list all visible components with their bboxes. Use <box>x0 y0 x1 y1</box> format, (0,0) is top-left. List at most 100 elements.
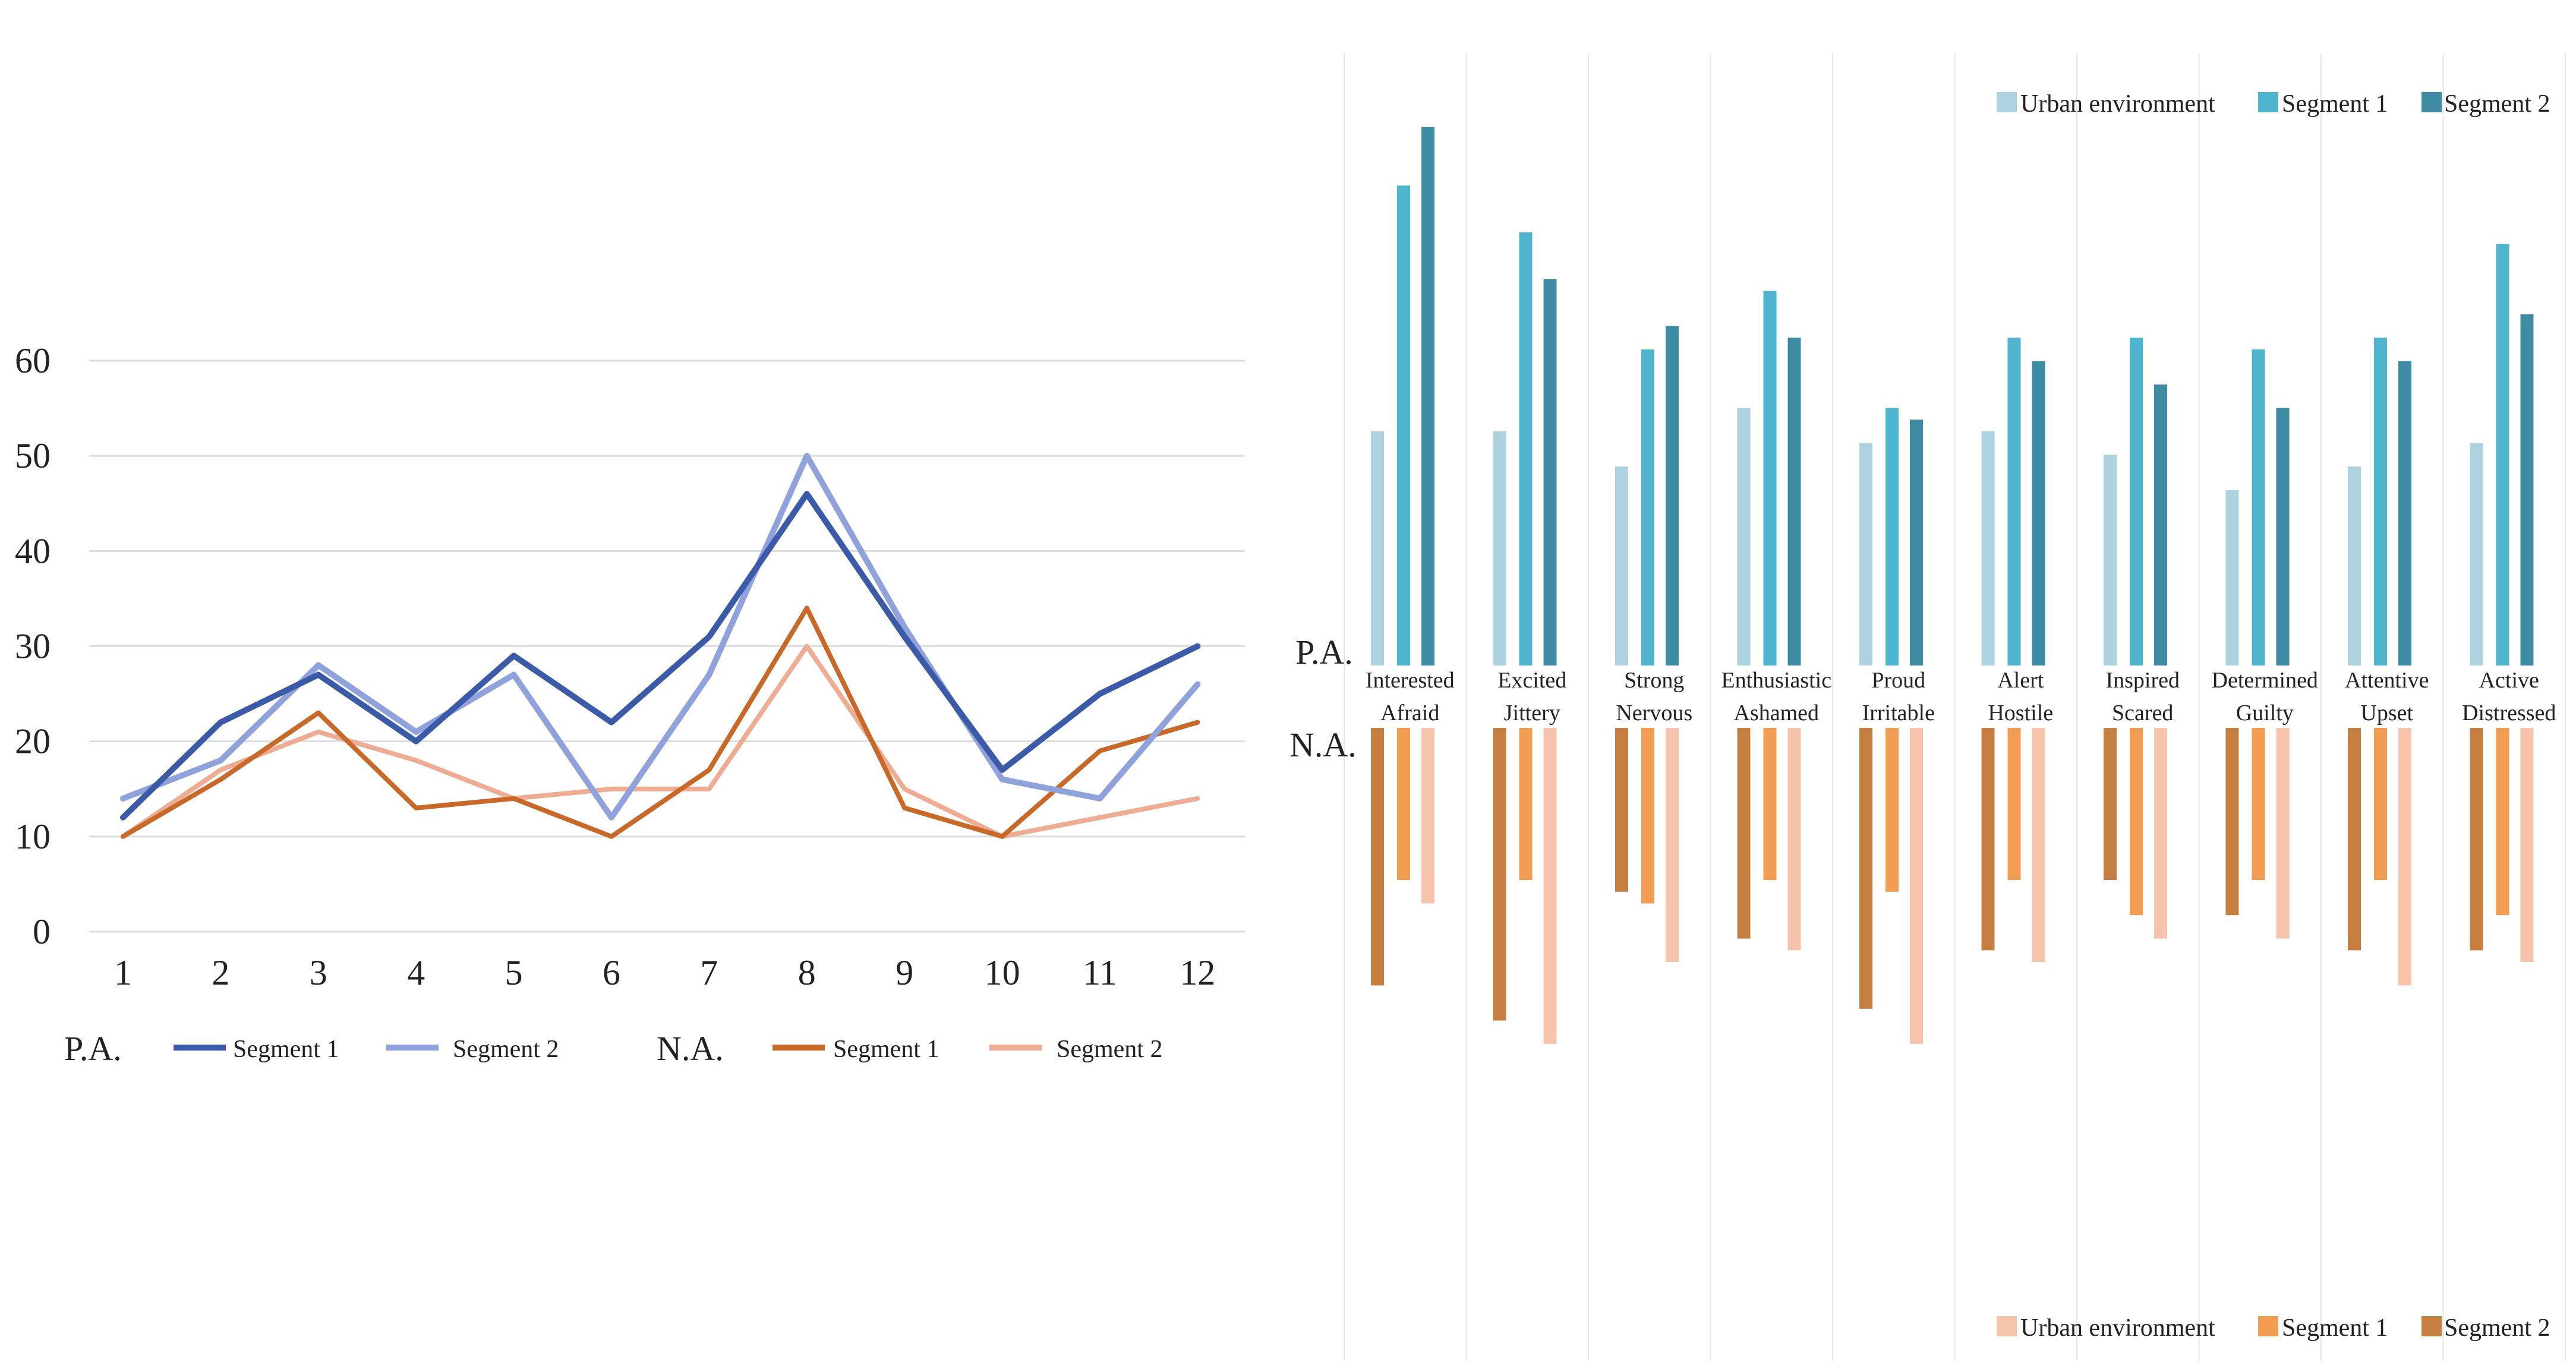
na-bar <box>2252 728 2265 881</box>
na-bar <box>2470 728 2483 951</box>
na-category-label: Jittery <box>1504 701 1560 726</box>
line-y-tick-label: 40 <box>15 531 51 570</box>
pa-legend-seg1-label: Segment 1 <box>2282 90 2388 118</box>
pa-legend-seg2-label: Segment 2 <box>2444 90 2550 118</box>
pa-bar <box>2520 314 2534 666</box>
line-point <box>1099 750 1101 752</box>
pa-bar <box>1519 232 1533 666</box>
line-x-tick-label: 3 <box>310 953 327 992</box>
pa-bar <box>1787 338 1801 666</box>
line-point <box>1197 683 1199 685</box>
bar-category-labels: Interested Afraid Excited Jittery Strong Nerv… <box>1366 668 2556 726</box>
pa-legend-urban-swatch <box>1997 92 2017 112</box>
pa-bar <box>1981 431 1995 666</box>
na-category-label: Guilty <box>2236 701 2294 726</box>
line-point <box>611 835 612 837</box>
line-point <box>122 797 124 799</box>
pa-legend-seg2-swatch <box>2421 92 2442 112</box>
na-bar <box>1886 728 1899 892</box>
na-legend-urban-swatch <box>1997 1316 2017 1336</box>
na-bar <box>2154 728 2167 939</box>
pa-category-label: Alert <box>1997 668 2044 693</box>
pa-category-label: Inspired <box>2105 668 2180 693</box>
line-chart-gridlines <box>89 359 1245 933</box>
pa-bar <box>2496 244 2509 666</box>
na-bar <box>1519 728 1533 881</box>
line-x-tick-label: 1 <box>114 953 132 992</box>
pa-bar <box>2007 338 2021 666</box>
line-point <box>1197 645 1199 647</box>
line-point <box>220 759 222 761</box>
na-bar <box>2276 728 2290 939</box>
pa-category-label: Active <box>2479 668 2539 693</box>
line-y-tick-label: 30 <box>15 627 51 666</box>
line-point <box>317 712 319 714</box>
line-point <box>1001 778 1003 780</box>
na-bar-legend: Urban environment Segment 1 Segment 2 <box>1997 1314 2550 1342</box>
line-point <box>220 721 222 723</box>
pa-bar <box>2398 361 2411 666</box>
na-bar <box>2007 728 2021 881</box>
line-point <box>1001 835 1003 837</box>
pa-category-label: Determined <box>2212 668 2318 693</box>
line-point <box>513 674 515 676</box>
pa-bar <box>1543 279 1557 666</box>
pa-bar <box>2470 443 2483 666</box>
legend-pa-seg2-label: Segment 2 <box>453 1036 559 1063</box>
pa-category-label: Enthusiastic <box>1721 668 1831 693</box>
pa-bar <box>1737 408 1751 666</box>
line-x-tick-label: 12 <box>1180 953 1215 992</box>
na-bar <box>2398 728 2411 986</box>
pa-bar <box>1615 466 1628 666</box>
legend-na-seg1-label: Segment 1 <box>833 1036 939 1063</box>
na-category-label: Ashamed <box>1733 701 1819 726</box>
pa-bars <box>1371 127 2534 666</box>
na-category-label: Distressed <box>2462 701 2556 726</box>
line-point <box>122 816 124 818</box>
pa-category-label: Proud <box>1871 668 1925 693</box>
line-point <box>122 835 124 837</box>
pa-category-label: Strong <box>1624 668 1684 693</box>
na-bar <box>2104 728 2117 881</box>
na-category-label: Irritable <box>1862 701 1935 726</box>
line-point <box>708 769 710 771</box>
pa-bar <box>2252 349 2265 666</box>
line-point <box>904 636 906 638</box>
na-bar <box>1493 728 1506 1021</box>
line-point <box>708 788 710 790</box>
line-point <box>611 721 612 723</box>
na-legend-seg1-label: Segment 1 <box>2282 1314 2388 1342</box>
pa-bar <box>1641 349 1654 666</box>
na-bar <box>2130 728 2143 916</box>
na-bar <box>1397 728 1410 881</box>
na-bars <box>1371 728 2534 1044</box>
pa-bar <box>1910 420 1923 666</box>
line-point <box>611 788 612 790</box>
na-category-label: Nervous <box>1616 701 1692 726</box>
line-series-p-a-segment-2 <box>120 453 1201 821</box>
line-y-tick-label: 60 <box>15 341 51 380</box>
na-bar <box>2225 728 2239 916</box>
na-category-label: Hostile <box>1988 701 2053 726</box>
line-y-tick-label: 0 <box>33 912 51 951</box>
pa-bar <box>1666 326 1679 666</box>
na-bar <box>1615 728 1628 892</box>
line-point <box>611 816 612 818</box>
line-y-tick-label: 10 <box>15 817 51 856</box>
na-bar <box>1859 728 1872 1009</box>
line-chart-y-tick-labels: 0 10 20 30 40 50 60 <box>15 341 51 951</box>
line-point <box>806 645 808 647</box>
pa-bar <box>2348 466 2361 666</box>
na-bar <box>2032 728 2045 962</box>
pa-bar <box>2225 490 2239 666</box>
na-bar <box>1666 728 1679 962</box>
pa-bar <box>1763 291 1777 666</box>
legend-pa-label: P.A. <box>64 1029 122 1068</box>
line-series-n-a-segment-1 <box>121 605 1200 839</box>
line-y-tick-label: 50 <box>15 436 51 475</box>
bar-chart: Urban environment Segment 1 Segment 2 P.… <box>1289 53 2566 1361</box>
na-category-label: Scared <box>2112 701 2173 726</box>
line-point <box>317 731 319 733</box>
na-bar <box>2374 728 2387 881</box>
